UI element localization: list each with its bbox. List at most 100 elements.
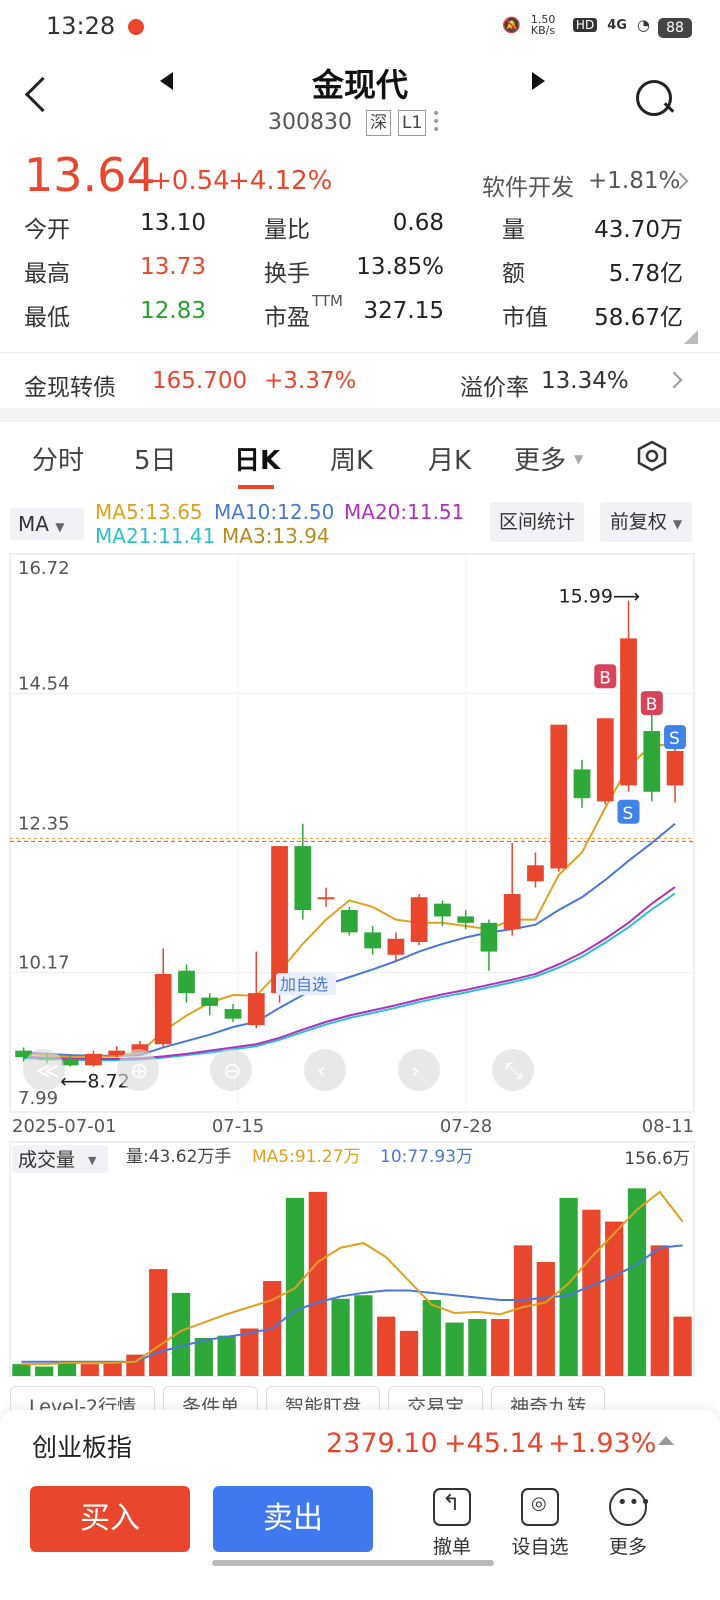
sector-change[interactable]: +1.81% (588, 168, 681, 194)
bond-price: 165.700 (152, 368, 248, 394)
more-dots-icon[interactable]: • • • (432, 106, 441, 138)
ma5-label: MA5:13.65 (95, 500, 203, 524)
x-tick-label: 07-28 (440, 1116, 492, 1137)
stock-code: 300830 (268, 110, 352, 135)
index-name[interactable]: 创业板指 (32, 1433, 133, 1462)
buy-button[interactable]: 买入 (30, 1486, 190, 1552)
app-notification-icon (128, 19, 144, 35)
min-price-label: ⟵8.72 (60, 1070, 130, 1092)
volume-bar (673, 1316, 692, 1376)
trade-marker-text: S (623, 804, 634, 824)
collapse-corner-icon[interactable] (684, 330, 698, 344)
interval-stats-button[interactable]: 区间统计 (490, 502, 584, 542)
quote-label: 量比 (264, 217, 310, 243)
feature-tabs: Level-2行情 条件单 智能盯盘 交易宝 神奇九转 (10, 1386, 710, 1414)
quote-value: 58.67亿 (594, 305, 683, 331)
quote-label: 额 (502, 261, 525, 287)
candle-body (480, 922, 498, 952)
candle-body (178, 970, 195, 994)
more-button[interactable]: ••• 更多 (588, 1488, 668, 1559)
expand-up-icon[interactable] (658, 1436, 674, 1445)
volume-text: 量:43.62万手 (126, 1147, 231, 1167)
tab-5[interactable]: 更多 (514, 446, 567, 476)
price-change: +0.54 (150, 166, 230, 196)
search-icon[interactable] (636, 80, 672, 116)
quote-label: 最低 (24, 305, 70, 331)
next-stock-icon[interactable] (532, 72, 545, 90)
cancel-order-button[interactable]: ↰ 撤单 (412, 1488, 492, 1559)
candle-body (201, 997, 219, 1006)
index-change-pct: +1.93% (548, 1428, 657, 1459)
sector-name[interactable]: 软件开发 (482, 175, 574, 201)
section-gap (0, 408, 720, 422)
tab-2[interactable]: 日K (234, 446, 281, 476)
quote-label: 最高 (24, 261, 70, 287)
adjust-select[interactable]: 前复权 ▼ (600, 502, 692, 542)
quote-value: 13.73 (140, 254, 206, 280)
chart-control-icon: ≪ (36, 1059, 59, 1084)
feature-tab[interactable]: 神奇九转 (491, 1386, 606, 1414)
chevron-right-icon[interactable] (665, 371, 683, 389)
volume-bar (377, 1316, 396, 1376)
quote-label: 换手 (264, 261, 310, 287)
chart-control-icon: ⊖ (223, 1059, 241, 1084)
feature-tab[interactable]: 智能盯盘 (266, 1386, 381, 1414)
bond-name[interactable]: 金现转债 (24, 375, 116, 401)
chart-control-icon: ⤡ (505, 1059, 523, 1084)
indicator-select[interactable]: MA ▼ (10, 508, 84, 540)
volume-select-bg (12, 1145, 108, 1173)
prev-stock-icon[interactable] (160, 72, 173, 90)
volume-bar (12, 1364, 31, 1376)
candle-body (108, 1050, 126, 1056)
add-watch-bg (276, 973, 336, 996)
volume-bar (217, 1335, 236, 1376)
mute-icon: 🔕 (502, 16, 521, 34)
x-tick-label: 07-15 (212, 1116, 264, 1137)
trade-marker-bg (594, 664, 617, 689)
more-label: 更多 (608, 1536, 647, 1558)
chart-control-bg (304, 1049, 346, 1091)
level-tag: L1 (398, 110, 427, 136)
chart-control-bg (398, 1049, 440, 1091)
price-change-pct: +4.12% (228, 166, 333, 196)
candle-body (224, 1009, 242, 1019)
candle-body (573, 769, 591, 799)
kline-chart[interactable]: 16.7214.5412.3510.177.9915.99⟶⟵8.72BBSS加… (0, 550, 720, 1380)
hd-icon: HD (572, 18, 598, 32)
premium-label: 溢价率 (460, 375, 529, 401)
tab-0[interactable]: 分时 (32, 446, 85, 476)
feature-tab[interactable]: Level-2行情 (10, 1386, 156, 1414)
tab-1[interactable]: 5日 (134, 446, 177, 476)
volume-bar (354, 1295, 373, 1376)
dropdown-icon: ▼ (55, 520, 65, 534)
y-tick-label: 12.35 (18, 813, 70, 834)
trade-marker-bg (664, 725, 687, 750)
sell-button[interactable]: 卖出 (213, 1486, 373, 1552)
feature-tab[interactable]: 交易宝 (388, 1386, 484, 1414)
quote-label: 今开 (24, 217, 70, 243)
volume-bar (650, 1245, 669, 1376)
chart-control-bg (492, 1049, 534, 1091)
wifi-icon: ◔ (636, 16, 650, 34)
feature-tab[interactable]: 条件单 (163, 1386, 259, 1414)
add-watchlist-button[interactable]: ◎ 设自选 (500, 1488, 580, 1559)
candle-body (620, 638, 637, 786)
candle-body (61, 1058, 79, 1066)
quote-label: 市值 (502, 305, 548, 331)
volume-bar (331, 1298, 350, 1376)
net-speed: 1.50 KB/s (530, 13, 556, 37)
cancel-order-label: 撤单 (432, 1536, 471, 1558)
quote-label: 量 (502, 217, 525, 243)
candle-body (550, 724, 568, 869)
volume-select-label: 成交量 (18, 1149, 75, 1171)
tab-4[interactable]: 月K (428, 446, 472, 476)
premium-value: 13.34% (541, 368, 629, 394)
settings-icon[interactable] (636, 440, 668, 472)
y-tick-label: 7.99 (18, 1088, 58, 1109)
candle-body (317, 897, 335, 900)
volume-bar (35, 1366, 54, 1376)
status-icons: 🔕 1.50 KB/s HD 4G ◔ (502, 14, 650, 36)
tab-3[interactable]: 周K (330, 446, 374, 476)
more-dropdown-icon[interactable]: ▼ (574, 452, 584, 466)
volume-bar (627, 1188, 647, 1376)
